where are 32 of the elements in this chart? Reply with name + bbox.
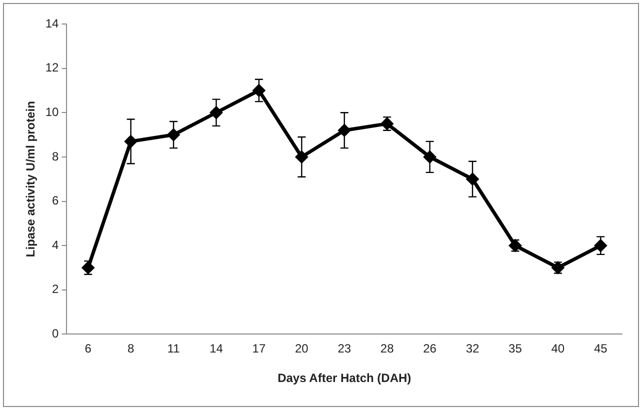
x-tick-label: 28 xyxy=(380,342,394,356)
x-tick-label: 40 xyxy=(551,342,565,356)
y-tick-label: 10 xyxy=(45,104,60,119)
x-tick-label: 26 xyxy=(423,342,437,356)
x-tick-label: 23 xyxy=(338,342,352,356)
y-tick-label: 4 xyxy=(52,238,60,252)
point xyxy=(466,172,480,186)
x-tick-label: 35 xyxy=(508,342,522,356)
x-tick-label: 8 xyxy=(127,342,134,356)
x-axis-title: Days After Hatch (DAH) xyxy=(278,371,412,386)
y-tick-label: 2 xyxy=(52,282,60,296)
point xyxy=(124,134,138,148)
y-tick-label: 6 xyxy=(52,194,60,208)
x-tick-label: 32 xyxy=(466,342,480,356)
x-tick-label: 45 xyxy=(594,342,608,356)
y-tick-label: 8 xyxy=(52,149,60,164)
x-tick-label: 11 xyxy=(167,342,180,356)
point xyxy=(338,124,351,137)
point xyxy=(210,106,223,120)
point xyxy=(252,84,266,97)
y-tick-label: 14 xyxy=(45,16,60,30)
x-tick-label: 6 xyxy=(84,342,92,356)
point xyxy=(423,150,436,164)
x-tick-label: 17 xyxy=(252,342,266,356)
point xyxy=(295,150,308,164)
point xyxy=(167,128,180,142)
x-tick-label: 14 xyxy=(210,342,224,356)
y-axis-title: Lipase activity U/ml protein xyxy=(24,101,38,258)
y-tick-label: 0 xyxy=(52,326,60,341)
point xyxy=(594,239,608,252)
y-tick-label: 12 xyxy=(45,60,60,75)
x-tick-label: 20 xyxy=(294,342,309,356)
